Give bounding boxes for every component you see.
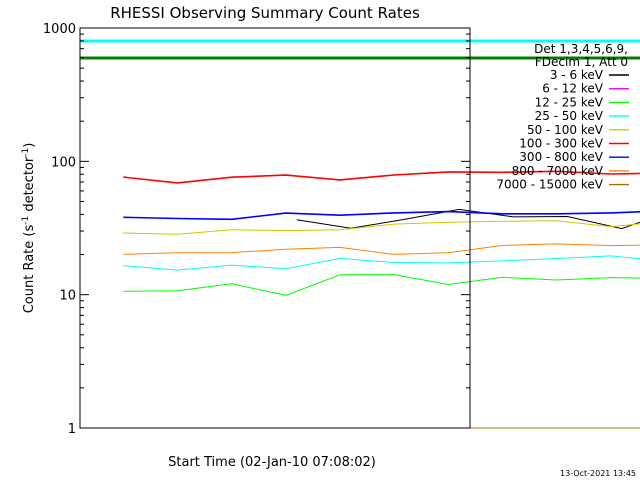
x-axis-label: Start Time (02-Jan-10 07:08:02)	[168, 455, 376, 470]
y-axis: 1 10 100 1000	[43, 22, 470, 437]
y-axis-label: Count Rate (s-1 detector-1)	[21, 143, 37, 314]
legend: Det 1,3,4,5,6,9, FDecim 1, Att 0 3 - 6 k…	[496, 42, 629, 192]
y-axis-label-close: )	[22, 143, 37, 148]
y-axis-label-sup: -1	[21, 216, 31, 225]
legend-header-decimation: FDecim 1, Att 0	[535, 55, 628, 69]
y-axis-label-sup-2: -1	[21, 148, 31, 157]
plot-frame	[79, 27, 471, 429]
legend-label-5: 100 - 300 keV	[519, 137, 603, 151]
legend-label-6: 300 - 800 keV	[519, 150, 603, 164]
chart-title: RHESSI Observing Summary Count Rates	[110, 4, 420, 22]
legend-header-detectors: Det 1,3,4,5,6,9,	[534, 42, 628, 56]
legend-label-2: 12 - 25 keV	[535, 95, 604, 109]
y-tick-label-1: 10	[59, 289, 76, 304]
y-tick-label-3: 1000	[43, 22, 76, 37]
timestamp: 13-Oct-2021 13:45	[560, 469, 636, 478]
legend-label-4: 50 - 100 keV	[527, 123, 604, 137]
legend-label-8: 7000 - 15000 keV	[496, 178, 603, 192]
y-tick-label-2: 100	[51, 155, 76, 170]
y-axis-label-main: Count Rate (s	[22, 225, 37, 314]
legend-label-7: 800 - 7000 keV	[512, 164, 604, 178]
legend-label-0: 3 - 6 keV	[550, 68, 604, 82]
y-tick-label-0: 1	[68, 422, 76, 437]
y-axis-label-tail: detector	[22, 156, 37, 216]
legend-label-1: 6 - 12 keV	[542, 82, 604, 96]
legend-label-3: 25 - 50 keV	[535, 109, 604, 123]
